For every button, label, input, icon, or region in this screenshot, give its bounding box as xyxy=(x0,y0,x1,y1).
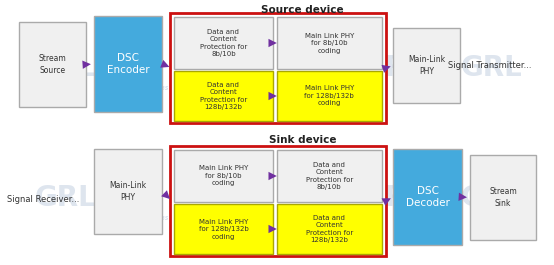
Text: Data and
Content
Protection for
8b/10b: Data and Content Protection for 8b/10b xyxy=(306,162,353,190)
Bar xyxy=(94,16,162,112)
Bar xyxy=(277,17,382,69)
Text: Main Link PHY
for 128b/132b
coding: Main Link PHY for 128b/132b coding xyxy=(304,86,354,107)
Text: Signal Transmitter...: Signal Transmitter... xyxy=(448,60,531,69)
Text: Main-Link
PHY: Main-Link PHY xyxy=(408,55,445,76)
Bar xyxy=(277,71,382,121)
Text: GRL: GRL xyxy=(34,54,96,82)
Bar xyxy=(174,71,273,121)
Text: GRANITE RIVER LABS: GRANITE RIVER LABS xyxy=(403,86,461,91)
Bar xyxy=(174,150,273,202)
Bar xyxy=(19,22,86,107)
Bar xyxy=(393,149,462,245)
Bar xyxy=(277,150,382,202)
Text: Main Link PHY
for 128b/132b
coding: Main Link PHY for 128b/132b coding xyxy=(198,219,248,240)
Text: Data and
Content
Protection for
128b/132b: Data and Content Protection for 128b/132… xyxy=(200,82,247,110)
Bar xyxy=(393,28,460,103)
Bar xyxy=(170,13,386,123)
Text: Main-Link
PHY: Main-Link PHY xyxy=(109,182,146,202)
Text: Main Link PHY
for 8b/10b
coding: Main Link PHY for 8b/10b coding xyxy=(305,33,354,54)
Text: GRL: GRL xyxy=(460,54,522,82)
Text: Stream
Sink: Stream Sink xyxy=(489,187,517,207)
Text: GRL: GRL xyxy=(362,184,424,212)
Text: Stream
Source: Stream Source xyxy=(39,54,66,74)
Text: Main Link PHY
for 8b/10b
coding: Main Link PHY for 8b/10b coding xyxy=(199,166,248,187)
Text: DSC
Encoder: DSC Encoder xyxy=(106,53,149,75)
Bar xyxy=(170,146,386,256)
Bar xyxy=(174,204,273,254)
Bar xyxy=(174,17,273,69)
Text: GRL: GRL xyxy=(196,184,258,212)
Text: Signal Receiver...: Signal Receiver... xyxy=(7,196,79,205)
Bar xyxy=(277,204,382,254)
Text: GRANITE RIVER LABS: GRANITE RIVER LABS xyxy=(110,215,168,220)
Text: GRL: GRL xyxy=(362,54,424,82)
Text: GRL: GRL xyxy=(34,184,96,212)
Text: Sink device: Sink device xyxy=(269,135,336,145)
Text: GRANITE RIVER LABS: GRANITE RIVER LABS xyxy=(286,86,344,91)
Text: GRANITE RIVER LABS: GRANITE RIVER LABS xyxy=(403,215,461,220)
Text: GRANITE RIVER LABS: GRANITE RIVER LABS xyxy=(286,215,344,220)
Text: GRL: GRL xyxy=(460,184,522,212)
Text: GRL: GRL xyxy=(196,54,258,82)
Text: GRANITE RIVER LABS: GRANITE RIVER LABS xyxy=(110,86,168,91)
Text: Data and
Content
Protection for
8b/10b: Data and Content Protection for 8b/10b xyxy=(200,29,247,57)
Bar xyxy=(470,155,536,240)
Text: DSC
Decoder: DSC Decoder xyxy=(406,186,450,208)
Bar xyxy=(94,149,162,234)
Text: Data and
Content
Protection for
128b/132b: Data and Content Protection for 128b/132… xyxy=(306,215,353,243)
Text: Source device: Source device xyxy=(261,5,343,15)
